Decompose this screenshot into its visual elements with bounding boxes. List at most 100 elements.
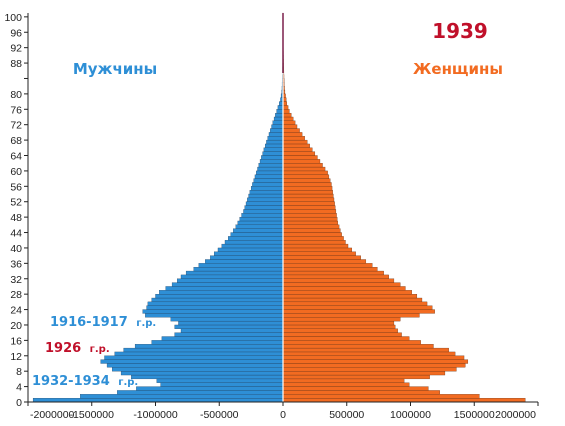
women-bar-age-34 (282, 267, 378, 272)
men-bar-age-33 (185, 270, 284, 276)
women-bar-age-50 (282, 205, 336, 210)
women-bar-age-36 (282, 259, 367, 264)
men-bar-age-54 (249, 190, 284, 195)
y-tick-label: 64 (10, 151, 22, 163)
men-bar-age-42 (228, 236, 284, 241)
y-tick-label: 24 (10, 305, 22, 317)
men-bar-age-20 (178, 320, 284, 326)
annotation-1916-1917-main: 1916-1917 (50, 315, 128, 330)
women-bar-age-73 (282, 116, 294, 121)
x-tick-label: -500000 (200, 409, 239, 421)
women-bar-age-65 (282, 147, 313, 152)
men-bar-age-29 (165, 286, 284, 291)
men-bar-age-9 (106, 363, 284, 368)
men-bar-age-25 (147, 301, 284, 306)
men-bar-age-17 (174, 332, 284, 337)
men-bar-age-21 (170, 317, 284, 322)
women-bar-age-58 (282, 174, 330, 179)
women-bar-age-47 (282, 216, 338, 222)
women-bar-age-9 (282, 363, 466, 368)
women-bar-age-55 (282, 186, 333, 191)
y-tick-label: 96 (10, 27, 22, 39)
y-tick-label: 80 (10, 89, 22, 101)
y-tick-label: 88 (10, 58, 22, 70)
men-bar-age-3 (136, 386, 284, 391)
women-bar-age-6 (282, 374, 430, 380)
women-bar-age-63 (282, 155, 318, 160)
women-bar-age-20 (282, 320, 395, 326)
women-bar-age-69 (282, 132, 303, 137)
men-bar-age-14 (134, 344, 284, 349)
men-bar-age-76 (277, 105, 284, 110)
men-bar-age-37 (210, 255, 284, 260)
annotation-1916-1917: 1916-1917 г.р. (50, 313, 156, 330)
women-bar-age-41 (282, 240, 346, 245)
women-bar-age-19 (282, 324, 396, 329)
women-bar-age-5 (282, 378, 405, 383)
women-bar-age-62 (282, 159, 321, 164)
women-bar-age-64 (282, 151, 316, 156)
men-bar-age-24 (146, 305, 284, 310)
women-bar-age-76 (282, 105, 289, 110)
women-bar-age-16 (282, 336, 410, 341)
y-tick-label: 4 (16, 382, 22, 394)
men-bar-age-7 (120, 371, 284, 376)
annotation-1926-suffix: г.р. (90, 344, 110, 355)
women-bar-age-52 (282, 197, 335, 202)
women-bar-age-33 (282, 270, 384, 276)
women-bar-age-18 (282, 328, 398, 333)
men-bar-age-48 (241, 213, 284, 218)
x-tick-label: 1000000 (390, 409, 431, 421)
women-bar-age-26 (282, 297, 423, 303)
men-bar-age-43 (230, 232, 284, 237)
y-tick-label: 76 (10, 104, 22, 116)
women-bar-age-40 (282, 243, 349, 249)
men-bar-age-45 (235, 224, 284, 229)
men-bar-age-1 (80, 394, 284, 399)
x-tick-label: 0 (280, 409, 286, 421)
women-bar-age-28 (282, 290, 412, 295)
women-bar-age-74 (282, 112, 292, 118)
men-bar-age-4 (160, 382, 284, 387)
men-bar-age-71 (271, 124, 284, 129)
x-tick-label: -2000000 (30, 409, 75, 421)
y-tick-label: 60 (10, 166, 22, 178)
women-bar-age-25 (282, 301, 428, 306)
men-bar-age-63 (261, 155, 284, 160)
women-bar-age-44 (282, 228, 341, 233)
men-bar-age-66 (264, 143, 284, 148)
women-bar-age-61 (282, 163, 323, 168)
x-tick-label: -1000000 (133, 409, 178, 421)
men-bar-age-38 (213, 251, 284, 256)
y-tick-label: 32 (10, 274, 22, 286)
men-bar-age-2 (117, 390, 284, 395)
women-bar-age-71 (282, 124, 298, 129)
men-bar-age-58 (254, 174, 284, 179)
men-bar-age-13 (123, 347, 284, 353)
men-bar-age-10 (100, 359, 284, 364)
women-bar-age-29 (282, 286, 406, 291)
men-bar-age-34 (193, 267, 284, 272)
y-tick-label: 16 (10, 335, 22, 347)
y-tick-label: 44 (10, 228, 22, 240)
y-tick-label: 0 (16, 397, 22, 409)
y-tick-label: 92 (10, 43, 22, 55)
annotation-1916-1917-suffix: г.р. (136, 318, 156, 329)
men-bar-age-51 (245, 201, 284, 206)
women-bar-age-54 (282, 190, 333, 195)
women-bar-age-45 (282, 224, 340, 229)
women-label: Женщины (413, 60, 503, 78)
men-bar-age-32 (180, 274, 284, 279)
women-bar-age-15 (282, 340, 421, 345)
y-tick-label: 72 (10, 120, 22, 132)
women-bar-age-2 (282, 390, 440, 395)
annotation-1926-main: 1926 (45, 341, 81, 356)
men-bar-age-0 (32, 397, 284, 403)
women-bar-age-3 (282, 386, 429, 391)
women-bar-age-46 (282, 220, 338, 225)
women-bar-age-68 (282, 136, 305, 141)
women-bar-age-7 (282, 371, 446, 376)
women-bar-age-12 (282, 351, 456, 356)
annotation-1932-1934-main: 1932-1934 (32, 374, 110, 389)
men-bar-age-30 (171, 282, 284, 287)
